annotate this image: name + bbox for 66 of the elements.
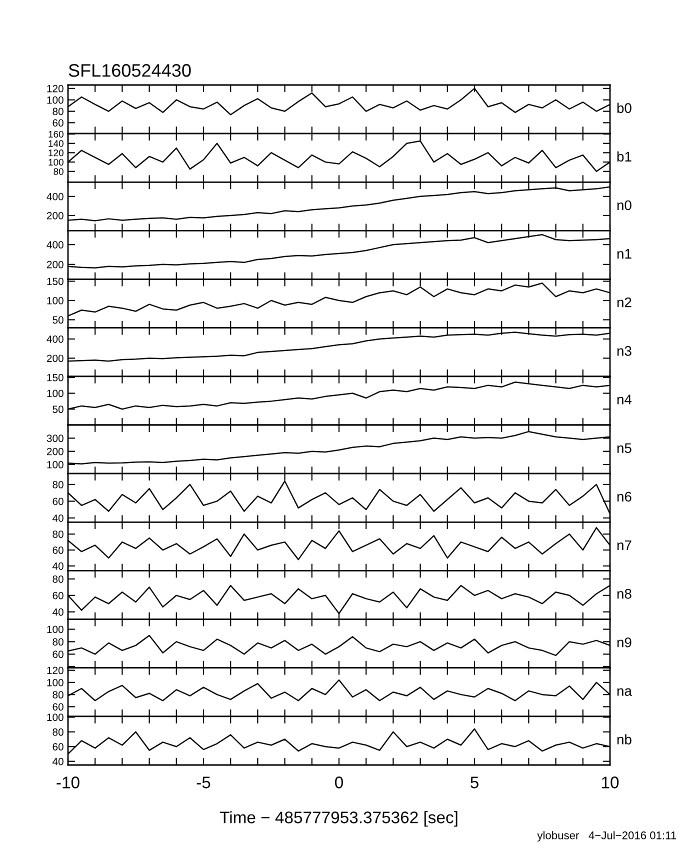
y-tick-label: 80 (52, 691, 64, 698)
series-label: n4 (617, 394, 632, 404)
y-tick-label: 160 (48, 130, 64, 138)
y-tick-label: 100 (47, 678, 64, 686)
y-tick-label: 40 (52, 562, 64, 570)
series-label: na (617, 688, 632, 696)
series-label: nb (617, 734, 632, 744)
series-label: b1 (617, 151, 632, 162)
y-tick-label: 50 (52, 316, 64, 324)
y-tick-label: 400 (46, 192, 64, 200)
x-tick-label: 10 (602, 776, 619, 788)
y-tick-label: 200 (46, 212, 64, 220)
y-tick-label: 120 (47, 84, 64, 92)
x-tick-label: 0 (335, 776, 343, 788)
x-tick-label: -5 (196, 776, 210, 788)
legend-label: n9 (617, 637, 632, 648)
y-tick-label: 80 (52, 728, 64, 736)
y-tick-label: 400 (46, 241, 64, 248)
y-tick-label: 200 (46, 260, 64, 268)
y-tick-label: 100 (47, 390, 64, 398)
x-tick-label: -10 (56, 776, 80, 788)
legend-label: n6 (617, 492, 632, 502)
y-tick-label: 80 (54, 168, 64, 175)
y-tick-label: 120 (47, 666, 64, 674)
y-tick-label: 80 (52, 638, 64, 646)
y-tick-label: 100 (47, 296, 64, 304)
series-label: n0 (617, 200, 632, 210)
y-tick-label: 60 (52, 743, 64, 750)
y-tick-label: 140 (48, 140, 64, 147)
y-tick-label: 150 (47, 374, 64, 382)
y-tick-label: 200 (46, 354, 64, 362)
series-label: n7 (617, 540, 632, 550)
y-tick-label: 80 (52, 108, 64, 116)
legend-label: n1 (617, 249, 632, 259)
y-tick-label: 400 (46, 335, 64, 343)
y-tick-label: 50 (52, 406, 64, 414)
y-tick-label: 100 (48, 158, 64, 166)
y-tick-label: 150 (47, 278, 64, 286)
y-tick-label: 40 (52, 608, 64, 616)
series-label: n8 (617, 588, 632, 599)
text: ylobuser 4−Jul−2016 01:11 (537, 831, 676, 842)
y-tick-label: 80 (52, 480, 64, 488)
series-label: n2 (617, 297, 632, 308)
legend-label: n3 (617, 346, 632, 356)
y-tick-label: 120 (48, 150, 64, 156)
y-tick-label: 100 (47, 96, 64, 104)
x-tick-label: 5 (470, 776, 478, 788)
y-tick-label: 40 (52, 758, 64, 766)
y-tick-label: 200 (46, 448, 64, 456)
series-label: n5 (617, 443, 632, 454)
y-tick-label: 100 (47, 714, 64, 722)
y-tick-label: 100 (47, 626, 64, 634)
y-tick-label: 60 (52, 592, 64, 600)
y-tick-label: 80 (52, 575, 64, 583)
y-tick-label: 100 (47, 460, 64, 468)
y-tick-label: 60 (52, 650, 64, 658)
y-tick-label: 80 (52, 530, 64, 538)
y-tick-label: 300 (46, 434, 64, 442)
y-tick-label: 60 (52, 119, 64, 127)
y-tick-label: 60 (52, 703, 64, 711)
y-tick-label: 40 (52, 514, 64, 522)
legend-label: b0 (617, 102, 632, 114)
chart-title: SFL160524430 (68, 64, 191, 77)
y-tick-label: 60 (52, 546, 64, 554)
y-tick-label: 60 (52, 498, 64, 506)
x-axis-title: Time − 485777953.375362 [sec] (220, 811, 458, 827)
